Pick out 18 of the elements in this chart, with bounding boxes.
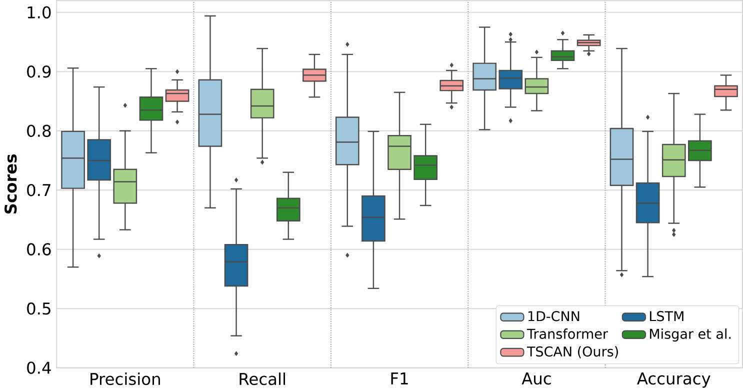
legend-label: 1D-CNN — [528, 310, 580, 322]
x-tick-label: Auc — [522, 372, 551, 384]
y-tick-label: 0.5 — [27, 302, 50, 315]
y-tick-label: 0.4 — [27, 362, 51, 374]
y-axis-title: Scores — [4, 154, 17, 214]
legend-label: TSCAN (Ours) — [526, 346, 618, 358]
x-tick-label: Recall — [240, 372, 286, 385]
legend-label: Misgar et al. — [650, 328, 731, 342]
x-tick-label: Accuracy — [637, 372, 710, 388]
y-tick-label: 0.9 — [27, 65, 51, 78]
legend-label: LSTM — [650, 310, 684, 322]
x-tick-label: F1 — [391, 372, 408, 384]
legend-label: Transformer — [526, 328, 608, 339]
y-tick-label: 0.8 — [27, 124, 51, 137]
y-tick-label: 1.0 — [28, 6, 51, 18]
y-tick-label: 0.7 — [27, 184, 50, 196]
x-tick-label: Precision — [90, 372, 160, 385]
y-tick-label: 0.6 — [27, 243, 51, 256]
